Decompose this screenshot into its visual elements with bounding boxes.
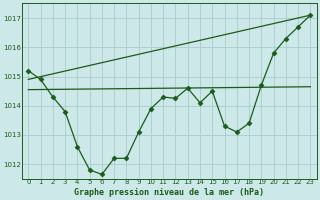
X-axis label: Graphe pression niveau de la mer (hPa): Graphe pression niveau de la mer (hPa): [74, 188, 264, 197]
